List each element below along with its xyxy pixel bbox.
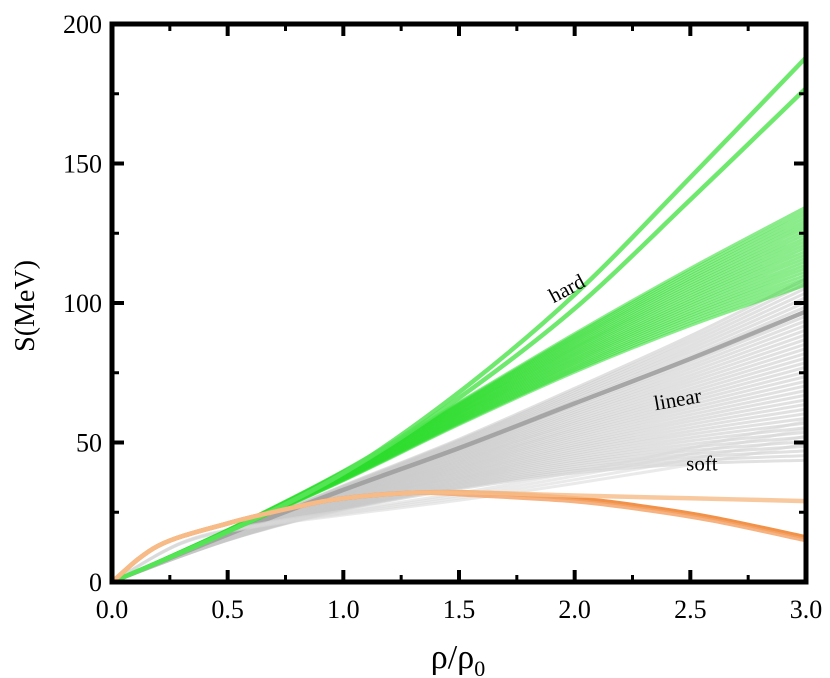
x-tick-label: 3.0 xyxy=(790,595,823,624)
y-tick-label: 100 xyxy=(63,289,102,318)
ticks-layer xyxy=(110,22,808,584)
x-tick-label: 1.0 xyxy=(327,595,360,624)
annotation-soft: soft xyxy=(686,451,718,475)
series-soft-orange-upper xyxy=(109,489,809,585)
series-soft-gray xyxy=(110,419,808,584)
y-tick-label: 150 xyxy=(63,150,102,179)
x-tick-label: 0.5 xyxy=(211,595,244,624)
y-axis-title: S(MeV) xyxy=(10,260,41,352)
x-axis-title-subscript: 0 xyxy=(474,656,485,678)
labels-layer: 0.0 0.5 1.0 1.5 2.0 2.5 3.0 0 50 100 150 200 xyxy=(63,10,822,624)
series-layer xyxy=(109,55,809,585)
series-linear-gray-band xyxy=(110,277,808,584)
x-axis-title: ρ/ρ0 xyxy=(431,639,485,678)
y-tick-label: 0 xyxy=(89,568,102,597)
y-tick-label: 50 xyxy=(76,429,102,458)
series-line-soft-orange-upper xyxy=(109,489,809,585)
series-line-soft-gray-4 xyxy=(110,419,808,584)
x-axis-title-main: ρ/ρ xyxy=(431,639,474,676)
series-line-hard-green-upper-2 xyxy=(109,85,809,585)
y-tick-label: 200 xyxy=(63,10,102,39)
series-linear-dark-center xyxy=(109,309,809,585)
series-hard-green-upper-2 xyxy=(109,85,809,585)
x-tick-label: 2.0 xyxy=(558,595,591,624)
x-tick-label: 2.5 xyxy=(674,595,707,624)
x-tick-label: 0.0 xyxy=(96,595,129,624)
x-tick-label: 1.5 xyxy=(443,595,476,624)
series-line-linear-dark-center xyxy=(109,309,809,585)
